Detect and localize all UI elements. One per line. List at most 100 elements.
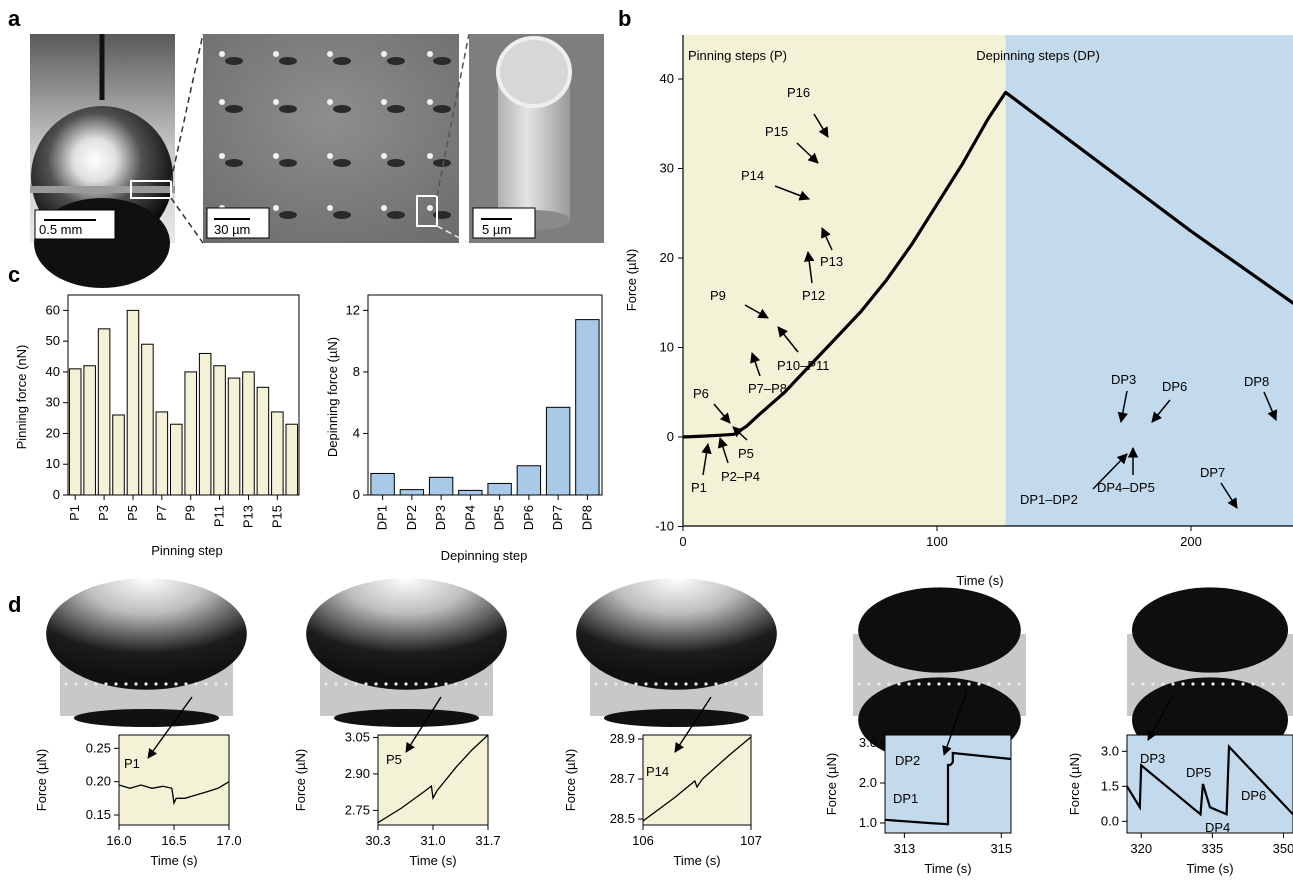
pillar-top — [327, 99, 333, 105]
y-tick-label: 0.15 — [86, 807, 111, 822]
x-axis-label: Pinning step — [151, 543, 223, 558]
pillar-top — [327, 205, 333, 211]
pillar-shadow — [333, 105, 351, 113]
x-tick-label: 335 — [1202, 841, 1224, 856]
bar-dp8 — [575, 319, 600, 496]
pillar-top — [381, 51, 387, 57]
y-tick-label: 0 — [667, 429, 674, 444]
pillar-top — [427, 51, 433, 57]
x-tick-label: 16.0 — [106, 833, 131, 848]
y-axis-label: Force (µN) — [624, 249, 639, 311]
x-tick-label: DP4 — [462, 505, 477, 530]
microscopy-image — [306, 578, 507, 727]
panel-d-p5: P5 30.3 31.0 31.7 2.75 2.90 3.05 Time (s) Force … — [293, 578, 507, 868]
y-tick-label: 20 — [46, 425, 60, 440]
bar-dp1 — [370, 472, 395, 496]
pillar-shadow — [433, 159, 451, 167]
inset-force-curve — [377, 734, 489, 824]
pillar-shadow — [433, 57, 451, 65]
pillar-shadow — [279, 105, 297, 113]
annotation-labels: P1 P2–P4 P5 P6 P7–P8 P9 P10–P11 P12 P13 … — [691, 85, 1269, 507]
y-axis-label: Depinning force (µN) — [325, 337, 340, 457]
bar-p9 — [184, 371, 197, 496]
pillar-shadow — [433, 105, 451, 113]
x-tick-label: 100 — [926, 534, 948, 549]
y-tick-label: 3.0 — [1101, 743, 1119, 758]
annotation-arrows — [701, 113, 1278, 509]
pillar-top — [273, 205, 279, 211]
inset-force-curve — [884, 751, 1012, 826]
annotation-P6: P6 — [693, 386, 709, 401]
y-axis-label: Force (µN) — [34, 749, 49, 811]
pillar-top — [219, 153, 225, 159]
y-tick-label: 0 — [353, 487, 360, 502]
x-axis-label: Time (s) — [409, 853, 456, 868]
bar-p12 — [227, 377, 241, 496]
sem-array-image: 30 µm — [203, 34, 459, 243]
bar-dp4 — [458, 489, 483, 496]
plot-frame — [67, 294, 300, 496]
pillar-top — [427, 205, 433, 211]
x-tick-label: 315 — [990, 841, 1012, 856]
pillar-shadow — [279, 159, 297, 167]
annotation-P7-P8: P7–P8 — [748, 381, 787, 396]
annotation-P9: P9 — [710, 288, 726, 303]
inset-step-label: DP4 — [1205, 820, 1230, 835]
pillar-shadow — [279, 211, 297, 219]
x-tick-label: 313 — [894, 841, 916, 856]
bar-dp7 — [545, 406, 571, 496]
x-tick-label: P11 — [212, 505, 227, 527]
pillar-top — [219, 51, 225, 57]
pillar-top — [273, 153, 279, 159]
scalebar-label: 5 µm — [482, 222, 511, 237]
y-tick-label: 30 — [660, 161, 674, 176]
bar-p5 — [126, 309, 140, 496]
panel-b-chart: Pinning steps (P) Depinning steps (DP) 0… — [624, 35, 1293, 588]
panel-a: 0.5 mm 30 µm 5 µm — [30, 33, 604, 288]
scalebar-box — [472, 207, 536, 239]
inset-step-label: DP5 — [1186, 765, 1211, 780]
pointer-arrow — [1147, 696, 1173, 741]
panel-label-b: b — [618, 6, 631, 31]
pillar-shadow — [225, 159, 243, 167]
depinning-region — [1005, 35, 1293, 526]
y-tick-label: 3.05 — [345, 729, 370, 744]
zoom-box-1 — [130, 180, 172, 199]
y-tick-label: 10 — [46, 456, 60, 471]
annotation-P2-P4: P2–P4 — [721, 469, 760, 484]
inset-step-label: DP2 — [895, 753, 920, 768]
bar-p10 — [198, 352, 212, 496]
bar-p16 — [285, 423, 299, 496]
microscopy-image — [576, 578, 777, 727]
x-axis-label: Time (s) — [150, 853, 197, 868]
inset-step-label: DP3 — [1140, 751, 1165, 766]
y-tick-label: 20 — [660, 250, 674, 265]
x-tick-label: DP8 — [579, 505, 594, 530]
annotation-DP7: DP7 — [1200, 465, 1225, 480]
pointer-arrow — [942, 689, 968, 756]
inset-step-label: P1 — [124, 756, 140, 771]
y-tick-label: 1.5 — [1101, 778, 1119, 793]
inset-plot-area — [1126, 734, 1293, 834]
y-tick-label: 0.0 — [1101, 813, 1119, 828]
x-tick-label: P3 — [96, 505, 111, 521]
y-tick-label: 0.25 — [86, 740, 111, 755]
x-tick-label: DP6 — [521, 505, 536, 530]
y-tick-label: 2.0 — [859, 775, 877, 790]
annotation-DP6: DP6 — [1162, 379, 1187, 394]
x-axis-label: Time (s) — [956, 573, 1003, 588]
annotation-P14: P14 — [741, 168, 764, 183]
panel-label-a: a — [8, 6, 21, 31]
pillar-shadow — [333, 211, 351, 219]
depinning-region-label: Depinning steps (DP) — [976, 48, 1100, 63]
bar-p13 — [242, 371, 255, 496]
y-tick-label: 40 — [46, 364, 60, 379]
y-tick-label: 8 — [353, 364, 360, 379]
zoom-box-2 — [416, 195, 438, 227]
panel-c-right-chart: DP1 DP2 DP3 DP4 DP5 DP6 DP7 DP8 0 4 8 12 Depinning … — [325, 294, 603, 563]
pinning-region-label: Pinning steps (P) — [688, 48, 787, 63]
pillar-top — [381, 99, 387, 105]
scalebar-box — [34, 209, 116, 240]
